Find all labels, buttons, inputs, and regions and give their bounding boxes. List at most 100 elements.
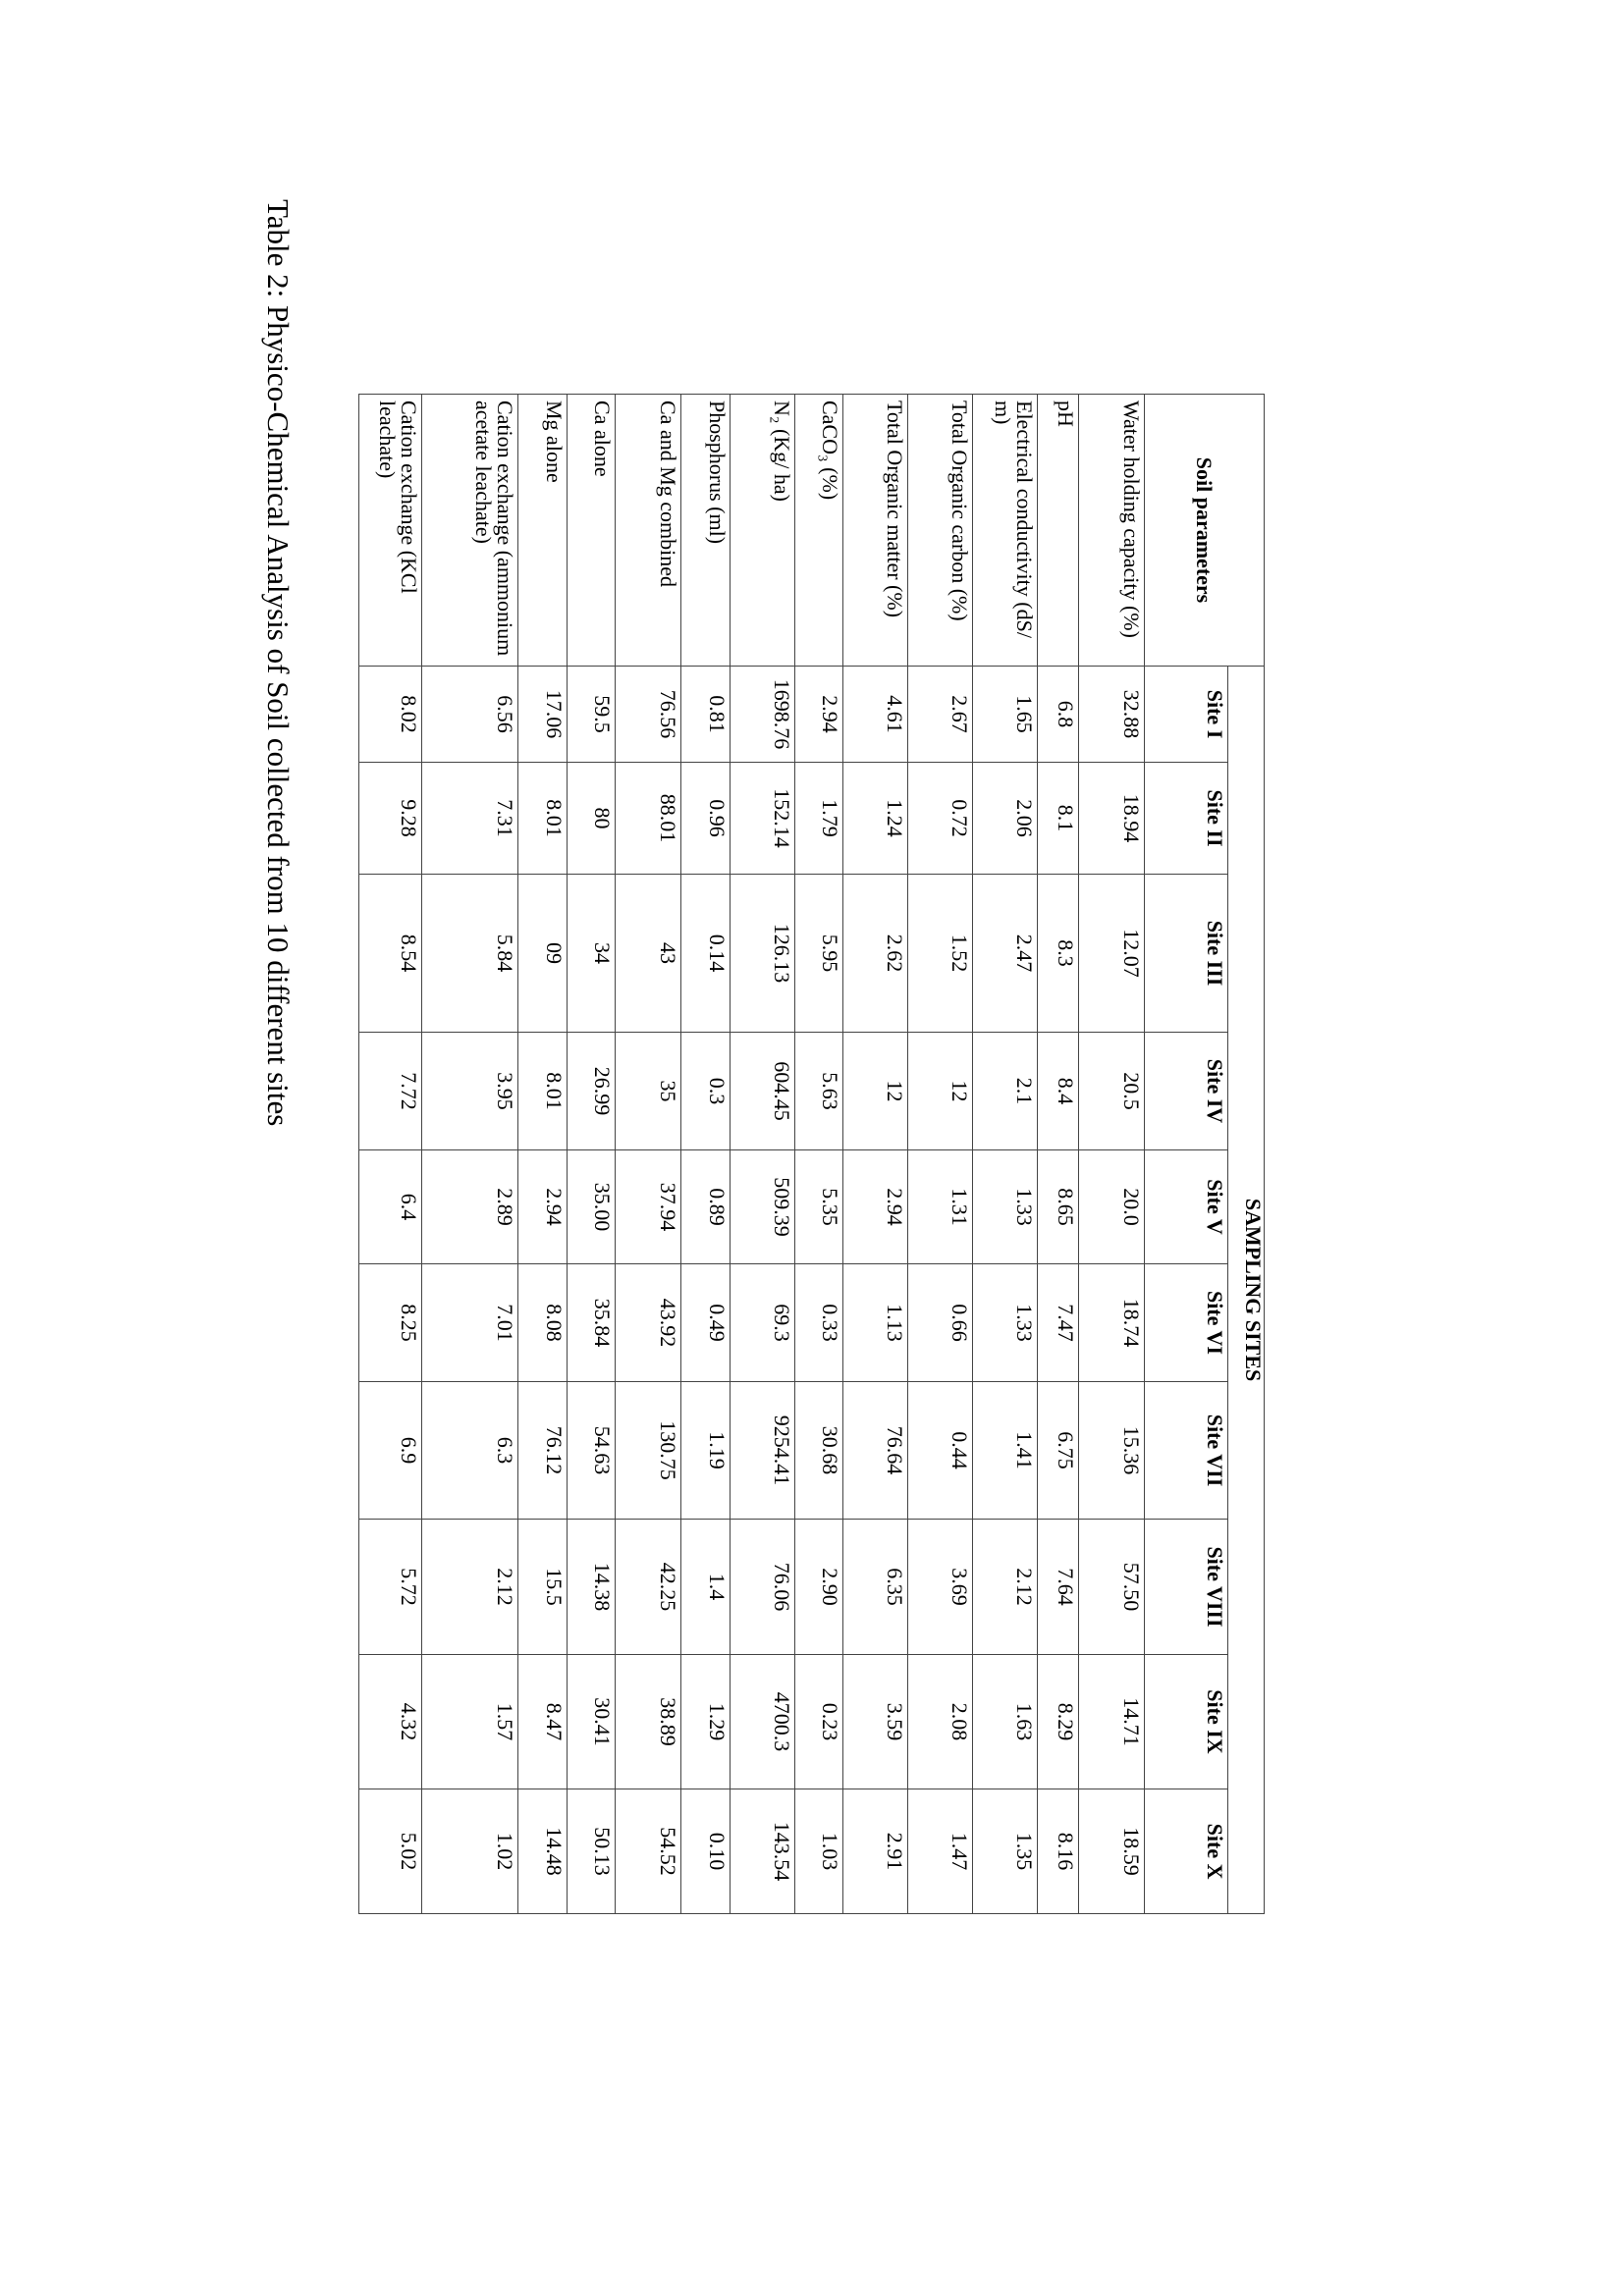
value-cell: 1.57 <box>421 1654 518 1789</box>
value-cell: 6.4 <box>358 1149 422 1264</box>
value-cell: 1.35 <box>972 1789 1038 1914</box>
site-header: Site IV <box>1144 1032 1228 1150</box>
value-cell: 7.01 <box>421 1263 518 1382</box>
value-cell: 6.9 <box>358 1381 422 1520</box>
value-cell: 09 <box>517 874 568 1033</box>
table-row: CaCO₃ (%) 2.94 1.79 5.95 5.63 5.35 0.33 30.68 2.… <box>794 394 843 1914</box>
table-row: Water holding capacity (%) 32.88 18.94 12.0… <box>1078 394 1145 1914</box>
parameter-cell: Ca alone <box>567 394 616 667</box>
value-cell: 35.84 <box>567 1263 616 1382</box>
value-cell: 1698.76 <box>730 666 795 763</box>
value-cell: 2.91 <box>842 1789 908 1914</box>
value-cell: 35 <box>615 1032 681 1150</box>
value-cell: 34 <box>567 874 616 1033</box>
value-cell: 8.08 <box>517 1263 568 1382</box>
value-cell: 2.12 <box>421 1519 518 1655</box>
value-cell: 5.95 <box>794 874 843 1033</box>
value-cell: 0.23 <box>794 1654 843 1789</box>
parameter-cell: Electrical conductivity (dS/ m) <box>972 394 1038 667</box>
value-cell: 32.88 <box>1078 666 1145 763</box>
site-header: Site V <box>1144 1149 1228 1264</box>
value-cell: 8.25 <box>358 1263 422 1382</box>
site-header: Site VIII <box>1144 1519 1228 1655</box>
site-header: Site II <box>1144 762 1228 875</box>
value-cell: 26.99 <box>567 1032 616 1150</box>
parameter-cell: N₂ (Kg/ ha) <box>730 394 795 667</box>
value-cell: 2.47 <box>972 874 1038 1033</box>
value-cell: 0.66 <box>907 1263 973 1382</box>
value-cell: 37.94 <box>615 1149 681 1264</box>
value-cell: 35.00 <box>567 1149 616 1264</box>
value-cell: 7.64 <box>1037 1519 1079 1655</box>
value-cell: 1.4 <box>680 1519 731 1655</box>
table-row: Electrical conductivity (dS/ m) 1.65 2.06 2… <box>972 394 1038 1914</box>
parameter-cell: Water holding capacity (%) <box>1078 394 1145 667</box>
value-cell: 0.3 <box>680 1032 731 1150</box>
value-cell: 509.39 <box>730 1149 795 1264</box>
value-cell: 0.89 <box>680 1149 731 1264</box>
value-cell: 3.59 <box>842 1654 908 1789</box>
value-cell: 5.63 <box>794 1032 843 1150</box>
value-cell: 0.72 <box>907 762 973 875</box>
value-cell: 8.16 <box>1037 1789 1079 1914</box>
value-cell: 6.3 <box>421 1381 518 1520</box>
value-cell: 1.41 <box>972 1381 1038 1520</box>
value-cell: 14.71 <box>1078 1654 1145 1789</box>
parameter-cell: Cation exchange (KCl leachate) <box>358 394 422 667</box>
value-cell: 6.8 <box>1037 666 1079 763</box>
value-cell: 126.13 <box>730 874 795 1033</box>
table-row: Ca alone 59.5 80 34 26.99 35.00 35.84 54.63 14.3… <box>567 394 616 1914</box>
value-cell: 80 <box>567 762 616 875</box>
value-cell: 1.47 <box>907 1789 973 1914</box>
site-header: Site III <box>1144 874 1228 1033</box>
soil-analysis-table-container: Soil parameters SAMPLING SITES Site I Sit… <box>358 394 1266 1914</box>
soil-parameters-header: Soil parameters <box>1144 394 1265 667</box>
value-cell: 43 <box>615 874 681 1033</box>
value-cell: 38.89 <box>615 1654 681 1789</box>
value-cell: 1.33 <box>972 1263 1038 1382</box>
value-cell: 4.61 <box>842 666 908 763</box>
value-cell: 1.02 <box>421 1789 518 1914</box>
parameter-cell: Cation exchange (ammonium acetate leacha… <box>421 394 518 667</box>
value-cell: 1.19 <box>680 1381 731 1520</box>
parameter-cell: CaCO₃ (%) <box>794 394 843 667</box>
value-cell: 76.06 <box>730 1519 795 1655</box>
value-cell: 2.90 <box>794 1519 843 1655</box>
value-cell: 0.14 <box>680 874 731 1033</box>
value-cell: 8.01 <box>517 1032 568 1150</box>
site-header: Site I <box>1144 666 1228 763</box>
soil-analysis-table: Soil parameters SAMPLING SITES Site I Sit… <box>358 394 1266 1914</box>
value-cell: 20.0 <box>1078 1149 1145 1264</box>
value-cell: 54.52 <box>615 1789 681 1914</box>
value-cell: 12.07 <box>1078 874 1145 1033</box>
value-cell: 5.72 <box>358 1519 422 1655</box>
value-cell: 9.28 <box>358 762 422 875</box>
value-cell: 3.95 <box>421 1032 518 1150</box>
value-cell: 2.08 <box>907 1654 973 1789</box>
site-header: Site X <box>1144 1789 1228 1914</box>
site-header: Site IX <box>1144 1654 1228 1789</box>
value-cell: 54.63 <box>567 1381 616 1520</box>
table-row: Mg alone 17.06 8.01 09 8.01 2.94 8.08 76.12 15.5… <box>517 394 568 1914</box>
value-cell: 15.5 <box>517 1519 568 1655</box>
value-cell: 2.94 <box>842 1149 908 1264</box>
table-row: Total Organic matter (%) 4.61 1.24 2.62 12 2.… <box>842 394 908 1914</box>
site-header: Site VII <box>1144 1381 1228 1520</box>
parameter-cell: Total Organic matter (%) <box>842 394 908 667</box>
value-cell: 76.12 <box>517 1381 568 1520</box>
value-cell: 2.12 <box>972 1519 1038 1655</box>
table-row: Ca and Mg combined 76.56 88.01 43 35 37.94 43.… <box>615 394 681 1914</box>
value-cell: 5.02 <box>358 1789 422 1914</box>
value-cell: 1.52 <box>907 874 973 1033</box>
value-cell: 1.03 <box>794 1789 843 1914</box>
value-cell: 76.56 <box>615 666 681 763</box>
value-cell: 50.13 <box>567 1789 616 1914</box>
value-cell: 0.10 <box>680 1789 731 1914</box>
value-cell: 8.02 <box>358 666 422 763</box>
table-row: pH 6.8 8.1 8.3 8.4 8.65 7.47 6.75 7.64 8.29 8.16 <box>1037 394 1079 1914</box>
table-row: Cation exchange (ammonium acetate leacha… <box>421 394 518 1914</box>
value-cell: 4.32 <box>358 1654 422 1789</box>
value-cell: 2.67 <box>907 666 973 763</box>
value-cell: 8.47 <box>517 1654 568 1789</box>
value-cell: 0.96 <box>680 762 731 875</box>
